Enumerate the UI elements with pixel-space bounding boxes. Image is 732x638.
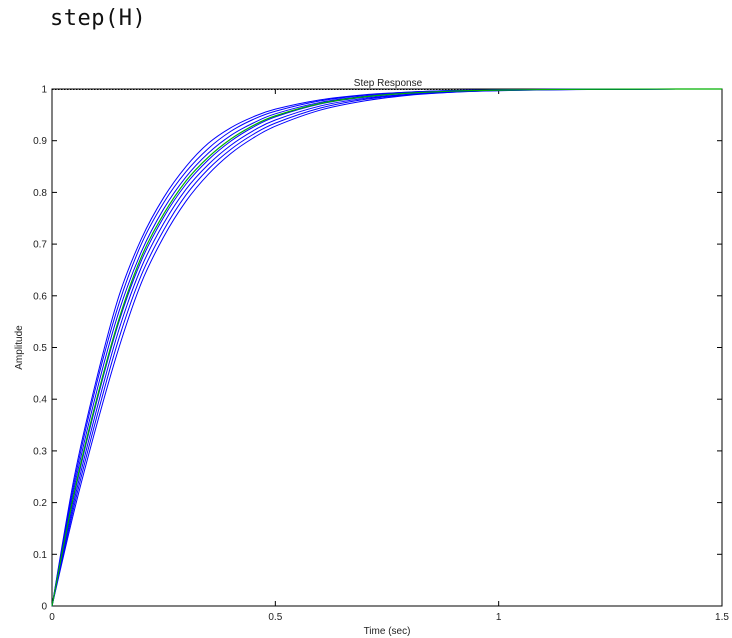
- y-tick-label: 0.4: [33, 395, 47, 406]
- x-tick-label: 1.5: [715, 612, 729, 623]
- series-line: [51, 88, 723, 607]
- y-tick-label: 0: [41, 602, 47, 613]
- x-tick-label: 0: [49, 612, 55, 623]
- series-line-nominal: [51, 88, 723, 607]
- y-tick-label: 0.1: [33, 550, 47, 561]
- x-tick-label: 1: [496, 612, 502, 623]
- series-line: [51, 88, 723, 607]
- chart-title: Step Response: [354, 78, 423, 89]
- y-tick-label: 0.3: [33, 446, 47, 457]
- y-tick-label: 1: [41, 85, 47, 96]
- command-line: step(H): [50, 6, 147, 31]
- plot-layer: 0 0.1 0.2 0.3 0.4 0.5 0.6 0.7 0.8 0.9 1 0 0.5 1 1.5 Ste…: [14, 78, 729, 637]
- x-tick-label: 0.5: [268, 612, 282, 623]
- y-tick-label: 0.7: [33, 240, 47, 251]
- series-line: [51, 88, 723, 607]
- series-line: [51, 88, 723, 607]
- y-tick-label: 0.2: [33, 498, 47, 509]
- y-tick-label: 0.8: [33, 188, 47, 199]
- series-line: [51, 88, 723, 607]
- series-line: [51, 88, 723, 607]
- series-line: [51, 88, 723, 607]
- y-tick-label: 0.9: [33, 136, 47, 147]
- y-tick-label: 0.5: [33, 343, 47, 354]
- x-axis-label: Time (sec): [364, 626, 411, 637]
- axes-box: [51, 88, 723, 607]
- y-tick-label: 0.6: [33, 291, 47, 302]
- y-axis-label: Amplitude: [14, 325, 25, 370]
